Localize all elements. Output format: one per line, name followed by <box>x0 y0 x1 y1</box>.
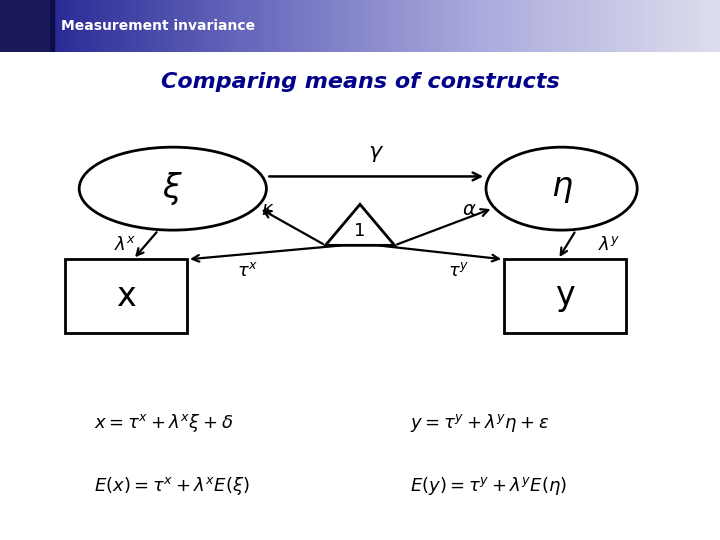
Text: $x = \tau^x + \lambda^x\xi + \delta$: $x = \tau^x + \lambda^x\xi + \delta$ <box>94 412 233 434</box>
Text: $\gamma$: $\gamma$ <box>368 144 384 164</box>
Text: $\eta$: $\eta$ <box>551 172 572 205</box>
Bar <box>0 0 54 52</box>
Text: $\alpha$: $\alpha$ <box>462 200 477 219</box>
Text: Comparing means of constructs: Comparing means of constructs <box>161 71 559 91</box>
Text: $\lambda^x$: $\lambda^x$ <box>114 236 137 254</box>
Text: $\xi$: $\xi$ <box>162 170 184 207</box>
Text: $E(y) = \tau^y + \lambda^yE(\eta)$: $E(y) = \tau^y + \lambda^yE(\eta)$ <box>410 475 567 497</box>
Text: $\lambda^y$: $\lambda^y$ <box>598 236 620 254</box>
Text: 1: 1 <box>354 222 366 240</box>
Text: $E(x) = \tau^x + \lambda^xE(\xi)$: $E(x) = \tau^x + \lambda^xE(\xi)$ <box>94 475 249 497</box>
Bar <box>0 0 49 52</box>
Text: $\tau^y$: $\tau^y$ <box>448 262 469 280</box>
Polygon shape <box>325 204 395 245</box>
Text: $\kappa$: $\kappa$ <box>261 200 274 219</box>
Text: $y = \tau^y + \lambda^y\eta + \varepsilon$: $y = \tau^y + \lambda^y\eta + \varepsilo… <box>410 412 550 434</box>
Text: x: x <box>116 280 136 313</box>
Bar <box>65 259 187 333</box>
Text: y: y <box>555 280 575 313</box>
Text: $\tau^x$: $\tau^x$ <box>237 262 258 280</box>
Text: Measurement invariance: Measurement invariance <box>61 19 256 33</box>
Bar <box>504 259 626 333</box>
